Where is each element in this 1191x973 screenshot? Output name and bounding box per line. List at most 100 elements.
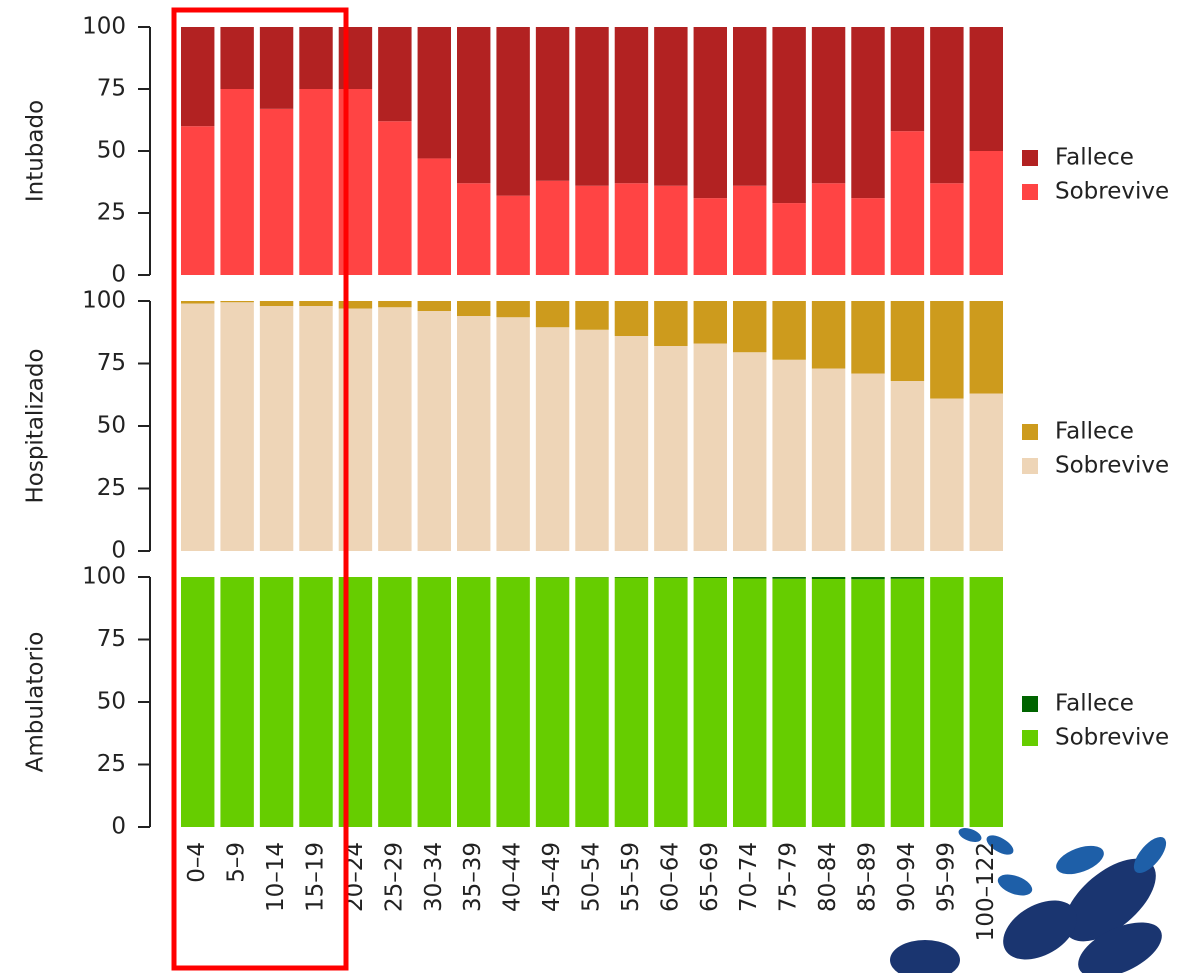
bar-segment	[654, 185, 688, 275]
bar-segment	[733, 185, 767, 275]
bar-segment	[693, 301, 727, 344]
x-tick-label: 85–89	[855, 842, 881, 912]
x-tick-label: 35–39	[460, 842, 486, 912]
y-tick-label: 100	[82, 288, 126, 314]
y-tick-label: 25	[97, 475, 126, 501]
x-tick-label: 30–34	[421, 842, 447, 912]
bar-segment	[811, 368, 846, 551]
bar-segment	[811, 577, 846, 579]
y-tick-label: 25	[97, 200, 126, 226]
bar-segment	[457, 316, 491, 551]
y-tick-label: 75	[97, 350, 126, 376]
bar-segment	[654, 577, 688, 827]
bar-segment	[614, 577, 649, 578]
y-tick-label: 100	[82, 564, 126, 590]
x-tick-label: 10–14	[263, 842, 289, 912]
bar-segment	[969, 151, 1003, 275]
bar-segment	[969, 393, 1003, 551]
bar-segment	[496, 317, 530, 551]
bar-segment	[259, 301, 294, 306]
x-tick-label: 100–122	[973, 842, 999, 941]
bar-segment	[851, 198, 885, 275]
bar-segment	[733, 352, 767, 551]
bar-segment	[181, 27, 215, 127]
bar-segment	[299, 89, 333, 275]
y-tick-label: 50	[97, 689, 126, 715]
bar-segment	[417, 27, 451, 159]
x-tick-label: 65–69	[697, 842, 723, 912]
x-tick-label: 55–59	[618, 842, 644, 912]
bar-segment	[811, 183, 846, 275]
y-tick-label: 100	[82, 14, 126, 40]
bar-segment	[614, 336, 649, 551]
bar-segment	[299, 27, 333, 89]
bar-segment	[890, 301, 925, 381]
bar-segment	[457, 577, 491, 827]
x-tick-label: 25–29	[381, 842, 407, 912]
y-tick-label: 25	[97, 751, 126, 777]
bar-segment	[535, 27, 570, 181]
y-tick-label: 0	[111, 814, 126, 840]
bar-segment	[851, 27, 885, 199]
x-tick-label: 95–99	[933, 842, 959, 912]
bar-segment	[890, 381, 925, 551]
legend-label: Fallece	[1055, 691, 1134, 717]
bar-segment	[378, 577, 412, 827]
bar-segment	[733, 578, 767, 827]
bar-segment	[338, 301, 373, 309]
bar-segment	[181, 303, 215, 551]
bar-segment	[890, 131, 925, 275]
legend-swatch	[1022, 150, 1038, 166]
bar-segment	[930, 301, 964, 399]
bar-segment	[772, 577, 806, 579]
bar-segment	[733, 577, 767, 579]
bar-segment	[299, 577, 333, 827]
bar-segment	[693, 577, 727, 578]
bar-segment	[575, 329, 609, 551]
bar-segment	[220, 301, 254, 303]
bar-segment	[299, 301, 333, 306]
bar-segment	[378, 121, 412, 276]
bar-segment	[496, 577, 530, 827]
bar-segment	[220, 302, 254, 551]
bar-segment	[614, 577, 649, 827]
bar-segment	[733, 27, 767, 186]
bar-segment	[417, 158, 451, 275]
legend-swatch	[1022, 184, 1038, 200]
legend-swatch	[1022, 424, 1038, 440]
bar-segment	[851, 301, 885, 374]
bar-segment	[811, 27, 846, 184]
x-tick-label: 15–19	[303, 842, 329, 912]
bar-segment	[930, 27, 964, 184]
bar-segment	[259, 577, 294, 827]
bar-segment	[654, 301, 688, 346]
bar-segment	[772, 203, 806, 275]
x-tick-label: 5–9	[224, 842, 250, 883]
x-tick-label: 50–54	[579, 842, 605, 912]
bar-segment	[693, 578, 727, 827]
y-axis-title: Hospitalizado	[23, 348, 49, 503]
bar-segment	[969, 301, 1003, 394]
logo	[890, 828, 1167, 973]
bar-segment	[259, 27, 294, 109]
bar-segment	[496, 27, 530, 196]
bar-segment	[535, 327, 570, 551]
legend-swatch	[1022, 730, 1038, 746]
bar-segment	[220, 27, 254, 89]
bar-segment	[693, 27, 727, 199]
bar-segment	[457, 27, 491, 184]
bar-segment	[378, 301, 412, 308]
x-tick-label: 90–94	[894, 842, 920, 912]
x-tick-label: 75–79	[776, 842, 802, 912]
bar-segment	[457, 183, 491, 275]
y-tick-label: 50	[97, 413, 126, 439]
bar-segment	[417, 577, 451, 827]
bar-segment	[535, 301, 570, 328]
bar-segment	[772, 359, 806, 551]
bar-segment	[654, 577, 688, 578]
bar-segment	[378, 307, 412, 551]
bar-segment	[417, 311, 451, 551]
bar-segment	[575, 185, 609, 275]
bar-segment	[930, 398, 964, 551]
bar-segment	[693, 343, 727, 551]
